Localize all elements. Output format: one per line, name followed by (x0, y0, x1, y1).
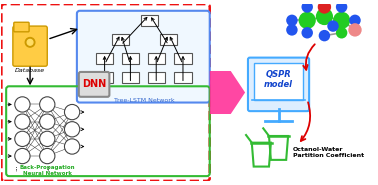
FancyBboxPatch shape (174, 73, 192, 83)
Circle shape (286, 15, 297, 26)
Circle shape (40, 131, 55, 147)
FancyBboxPatch shape (14, 22, 29, 32)
FancyBboxPatch shape (122, 73, 139, 83)
Circle shape (302, 1, 313, 13)
Polygon shape (210, 71, 245, 114)
FancyBboxPatch shape (248, 58, 309, 111)
FancyBboxPatch shape (96, 73, 113, 83)
Circle shape (327, 20, 339, 32)
Text: ...: ... (44, 164, 50, 171)
FancyBboxPatch shape (148, 53, 165, 64)
Circle shape (349, 15, 361, 26)
Text: ...: ... (12, 164, 18, 171)
FancyBboxPatch shape (148, 73, 165, 83)
FancyBboxPatch shape (13, 26, 47, 66)
FancyBboxPatch shape (174, 53, 192, 64)
Text: Back-Propagation
Neural Network: Back-Propagation Neural Network (20, 165, 75, 176)
Text: DNN: DNN (82, 79, 106, 89)
Circle shape (15, 97, 30, 112)
Circle shape (316, 8, 333, 25)
Circle shape (299, 12, 316, 29)
Text: Tree-LSTM Network: Tree-LSTM Network (115, 98, 175, 103)
Circle shape (319, 30, 330, 41)
Text: Database: Database (15, 68, 45, 73)
Circle shape (302, 27, 313, 38)
FancyBboxPatch shape (141, 15, 158, 26)
FancyBboxPatch shape (77, 11, 210, 102)
FancyBboxPatch shape (160, 34, 177, 45)
Circle shape (15, 114, 30, 129)
Circle shape (65, 122, 80, 137)
Circle shape (348, 23, 362, 37)
Text: Octanol-Water
Partition Coefficient: Octanol-Water Partition Coefficient (293, 147, 364, 158)
Circle shape (15, 131, 30, 147)
Circle shape (336, 27, 347, 38)
FancyBboxPatch shape (79, 72, 109, 97)
Circle shape (40, 148, 55, 164)
Circle shape (336, 1, 347, 13)
FancyBboxPatch shape (112, 34, 129, 45)
Circle shape (65, 105, 80, 120)
FancyBboxPatch shape (122, 53, 139, 64)
FancyBboxPatch shape (96, 53, 113, 64)
Circle shape (15, 148, 30, 164)
Circle shape (40, 97, 55, 112)
Circle shape (40, 114, 55, 129)
Circle shape (25, 38, 35, 47)
Text: QSPR
model: QSPR model (264, 70, 293, 89)
Circle shape (286, 24, 297, 36)
Circle shape (318, 0, 331, 14)
Circle shape (65, 139, 80, 154)
Circle shape (333, 12, 350, 29)
FancyBboxPatch shape (254, 63, 304, 100)
Circle shape (27, 39, 33, 45)
